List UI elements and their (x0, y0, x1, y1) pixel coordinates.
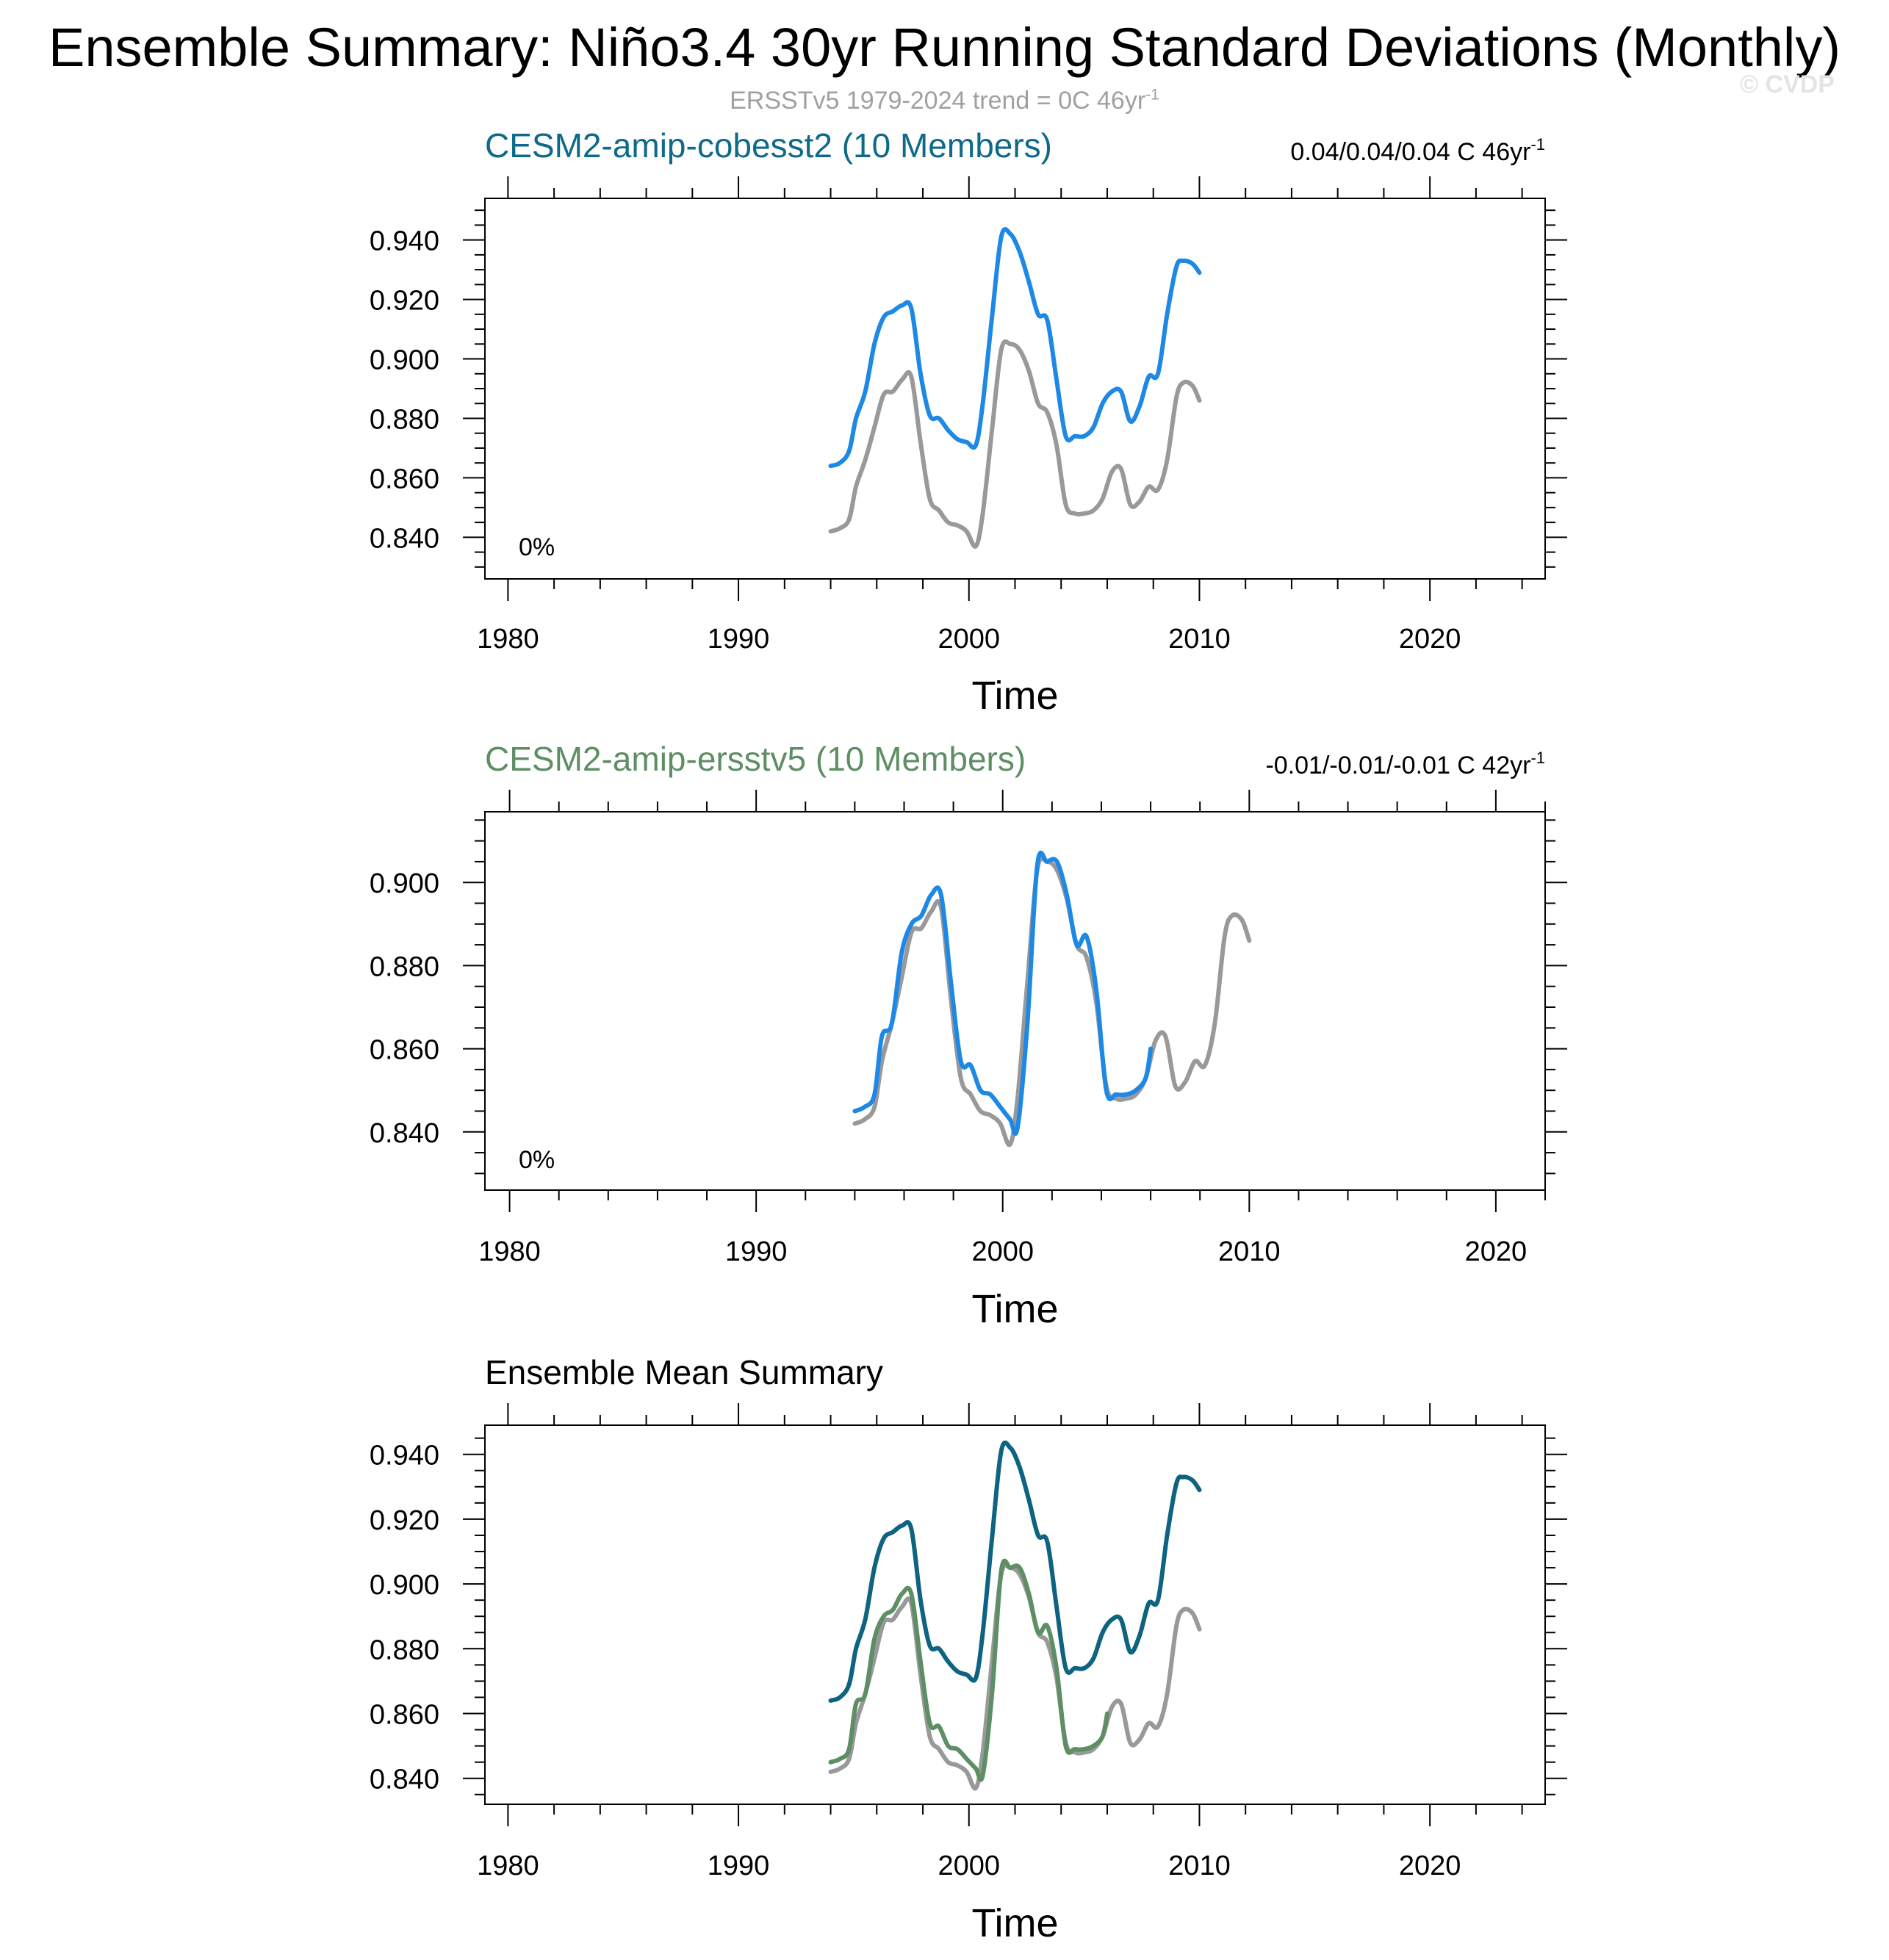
x-axis-label: Time (972, 1287, 1059, 1331)
y-tick-label: 0.840 (370, 1765, 439, 1795)
chart-panel-0: 1980 1990 2000 2010 2020 0.840 0.860 0.880 0.900… (370, 126, 1567, 718)
y-tick-label: 0.860 (370, 1700, 439, 1731)
y-tick-label: 0.940 (370, 1441, 439, 1471)
percent-label: 0% (519, 1146, 555, 1174)
x-tick-label: 1990 (725, 1236, 788, 1267)
trend-value: 0.04/0.04/0.04 C 46yr (1290, 138, 1530, 166)
x-tick-label: 2000 (938, 1851, 1000, 1881)
y-tick-label: 0.900 (370, 345, 439, 376)
y-tick-label: 0.900 (370, 1570, 439, 1601)
x-axis-label: Time (972, 674, 1059, 718)
panel-title: CESM2-amip-ersstv5 (10 Members) (485, 740, 1026, 778)
trend-superscript: -1 (1530, 749, 1545, 767)
y-tick-label: 0.860 (370, 1035, 439, 1066)
x-tick-label: 2000 (938, 624, 1000, 655)
y-tick-label: 0.880 (370, 1635, 439, 1665)
figure-title: Ensemble Summary: Niño3.4 30yr Running S… (48, 17, 1841, 78)
y-tick-label: 0.900 (370, 868, 439, 899)
y-tick-label: 0.840 (370, 1118, 439, 1149)
series-line-cobesst2 (828, 227, 1202, 469)
trend-superscript: -1 (1530, 135, 1545, 154)
x-tick-label: 2000 (971, 1236, 1034, 1267)
x-tick-label: 1980 (478, 1236, 541, 1267)
series-line-observed (828, 339, 1202, 549)
plot-frame (484, 198, 1546, 580)
series-line-mean_cobesst2 (828, 1440, 1202, 1703)
y-tick-label: 0.940 (370, 226, 439, 257)
x-tick-label: 2020 (1399, 1851, 1461, 1881)
x-tick-label: 2010 (1168, 1851, 1231, 1881)
series-line-mean_ersstv5 (828, 1558, 1109, 1782)
panel-title: CESM2-amip-cobesst2 (10 Members) (485, 126, 1052, 165)
plot-frame (484, 1424, 1546, 1805)
x-axis-label: Time (972, 1901, 1059, 1945)
x-tick-label: 1980 (477, 624, 539, 655)
trend-value: -0.01/-0.01/-0.01 C 42yr (1265, 752, 1530, 779)
x-tick-label: 2010 (1218, 1236, 1281, 1267)
chart-panel-1: 1980 1990 2000 2010 2020 0.840 0.860 0.880 0.900… (370, 740, 1567, 1331)
series-line-observed (828, 1563, 1202, 1791)
plot-frame (484, 811, 1546, 1191)
x-tick-label: 1990 (708, 1851, 770, 1881)
y-tick-label: 0.920 (370, 286, 439, 317)
subtitle-text: ERSSTv5 1979-2024 trend = 0C 46yr (730, 87, 1146, 115)
panel-trend-text: -0.01/-0.01/-0.01 C 42yr-1 (1265, 749, 1545, 779)
x-tick-label: 1990 (708, 624, 770, 655)
x-tick-label: 2010 (1168, 624, 1231, 655)
y-tick-label: 0.860 (370, 464, 439, 494)
x-tick-label: 2020 (1399, 624, 1461, 655)
subtitle-superscript: -1 (1145, 86, 1159, 104)
x-tick-label: 1980 (477, 1851, 539, 1881)
figure-subtitle: ERSSTv5 1979-2024 trend = 0C 46yr-1 (0, 87, 1889, 115)
y-tick-label: 0.840 (370, 523, 439, 554)
y-tick-label: 0.880 (370, 951, 439, 982)
cvdp-watermark: © CVDP (1740, 71, 1835, 98)
panel-trend-text: 0.04/0.04/0.04 C 46yr-1 (1290, 135, 1545, 166)
percent-label: 0% (519, 533, 555, 561)
panel-title: Ensemble Mean Summary (485, 1353, 883, 1391)
x-tick-label: 2020 (1465, 1236, 1528, 1267)
series-line-observed (852, 856, 1252, 1147)
y-tick-label: 0.880 (370, 404, 439, 435)
y-tick-label: 0.920 (370, 1505, 439, 1536)
chart-panel-2: 1980 1990 2000 2010 2020 0.840 0.860 0.880 0.900… (370, 1353, 1567, 1945)
series-line-ersstv5_member (852, 850, 1154, 1136)
